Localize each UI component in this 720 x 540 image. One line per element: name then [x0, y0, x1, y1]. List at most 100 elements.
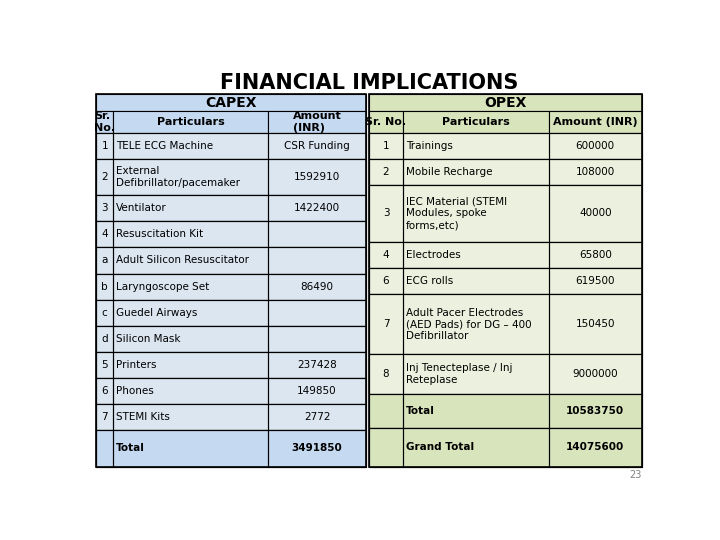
Bar — [403, 242, 549, 268]
Text: 7: 7 — [383, 320, 390, 329]
Text: OPEX: OPEX — [485, 96, 526, 110]
Bar — [96, 94, 366, 467]
Bar — [113, 221, 269, 247]
Text: Resuscitation Kit: Resuscitation Kit — [117, 230, 204, 239]
Bar — [96, 221, 366, 247]
Bar — [369, 394, 642, 428]
Text: 600000: 600000 — [576, 140, 615, 151]
Bar — [96, 94, 366, 111]
Bar — [403, 185, 549, 242]
Bar — [549, 268, 642, 294]
Bar — [113, 111, 269, 132]
Bar — [369, 294, 642, 354]
Text: STEMI Kits: STEMI Kits — [117, 412, 170, 422]
Text: 4: 4 — [102, 230, 108, 239]
Text: 108000: 108000 — [576, 167, 615, 177]
Text: CAPEX: CAPEX — [205, 96, 257, 110]
Bar — [369, 185, 403, 242]
Bar — [269, 430, 366, 467]
Bar — [113, 195, 269, 221]
Text: CSR Funding: CSR Funding — [284, 140, 350, 151]
Bar — [96, 274, 366, 300]
Text: a: a — [102, 255, 108, 266]
Bar — [113, 300, 269, 326]
Bar — [96, 352, 113, 378]
Text: d: d — [102, 334, 108, 344]
Bar — [549, 185, 642, 242]
Text: 23: 23 — [629, 470, 642, 480]
Bar — [269, 132, 366, 159]
Text: FINANCIAL IMPLICATIONS: FINANCIAL IMPLICATIONS — [220, 73, 518, 93]
Bar — [269, 111, 366, 132]
Text: 2: 2 — [383, 167, 390, 177]
Bar — [96, 404, 366, 430]
Bar — [96, 159, 113, 195]
Text: b: b — [102, 281, 108, 292]
Bar — [403, 294, 549, 354]
Bar — [369, 94, 642, 111]
Bar — [369, 268, 403, 294]
Bar — [369, 242, 642, 268]
Bar — [113, 247, 269, 274]
Bar — [96, 221, 113, 247]
Bar — [269, 300, 366, 326]
Bar — [113, 274, 269, 300]
Bar — [96, 326, 366, 352]
Text: 65800: 65800 — [579, 250, 612, 260]
Bar — [369, 132, 403, 159]
Text: 40000: 40000 — [579, 208, 611, 219]
Text: Laryngoscope Set: Laryngoscope Set — [117, 281, 210, 292]
Text: 10583750: 10583750 — [566, 406, 624, 416]
Text: c: c — [102, 308, 107, 318]
Bar — [369, 185, 642, 242]
Text: Particulars: Particulars — [442, 117, 510, 127]
Bar — [96, 404, 113, 430]
Text: 1: 1 — [102, 140, 108, 151]
Bar — [96, 159, 366, 195]
Bar — [269, 221, 366, 247]
Bar — [96, 326, 113, 352]
Bar — [269, 326, 366, 352]
Text: 150450: 150450 — [575, 320, 615, 329]
Text: 2: 2 — [102, 172, 108, 182]
Bar — [269, 352, 366, 378]
Text: Total: Total — [406, 406, 435, 416]
Bar — [403, 354, 549, 394]
Bar — [369, 159, 642, 185]
Text: Electrodes: Electrodes — [406, 250, 461, 260]
Text: External
Defibrillator/pacemaker: External Defibrillator/pacemaker — [117, 166, 240, 188]
Bar — [113, 404, 269, 430]
Bar — [96, 195, 113, 221]
Text: 8: 8 — [383, 369, 390, 379]
Bar — [113, 159, 269, 195]
Bar — [113, 132, 269, 159]
Bar — [549, 111, 642, 132]
Bar — [96, 430, 113, 467]
Bar — [113, 326, 269, 352]
Text: Inj Tenecteplase / Inj
Reteplase: Inj Tenecteplase / Inj Reteplase — [406, 363, 513, 385]
Text: 1: 1 — [383, 140, 390, 151]
Text: Particulars: Particulars — [157, 117, 225, 127]
Text: Ventilator: Ventilator — [117, 203, 167, 213]
Text: Adult Silicon Resuscitator: Adult Silicon Resuscitator — [117, 255, 249, 266]
Text: 6: 6 — [102, 386, 108, 396]
Text: 619500: 619500 — [575, 276, 615, 286]
Bar — [549, 354, 642, 394]
Text: Sr.
No.: Sr. No. — [94, 111, 115, 133]
Bar — [96, 132, 113, 159]
Bar — [369, 268, 642, 294]
Bar — [269, 195, 366, 221]
Bar — [96, 111, 113, 132]
Bar — [269, 404, 366, 430]
Bar — [96, 352, 366, 378]
Bar — [549, 394, 642, 428]
Text: Silicon Mask: Silicon Mask — [117, 334, 181, 344]
Bar — [549, 428, 642, 467]
Bar — [96, 247, 366, 274]
Bar — [96, 274, 113, 300]
Bar — [96, 132, 366, 159]
Text: Guedel Airways: Guedel Airways — [117, 308, 198, 318]
Text: 9000000: 9000000 — [572, 369, 618, 379]
Text: IEC Material (STEMI
Modules, spoke
forms,etc): IEC Material (STEMI Modules, spoke forms… — [406, 197, 508, 230]
Bar — [96, 300, 366, 326]
